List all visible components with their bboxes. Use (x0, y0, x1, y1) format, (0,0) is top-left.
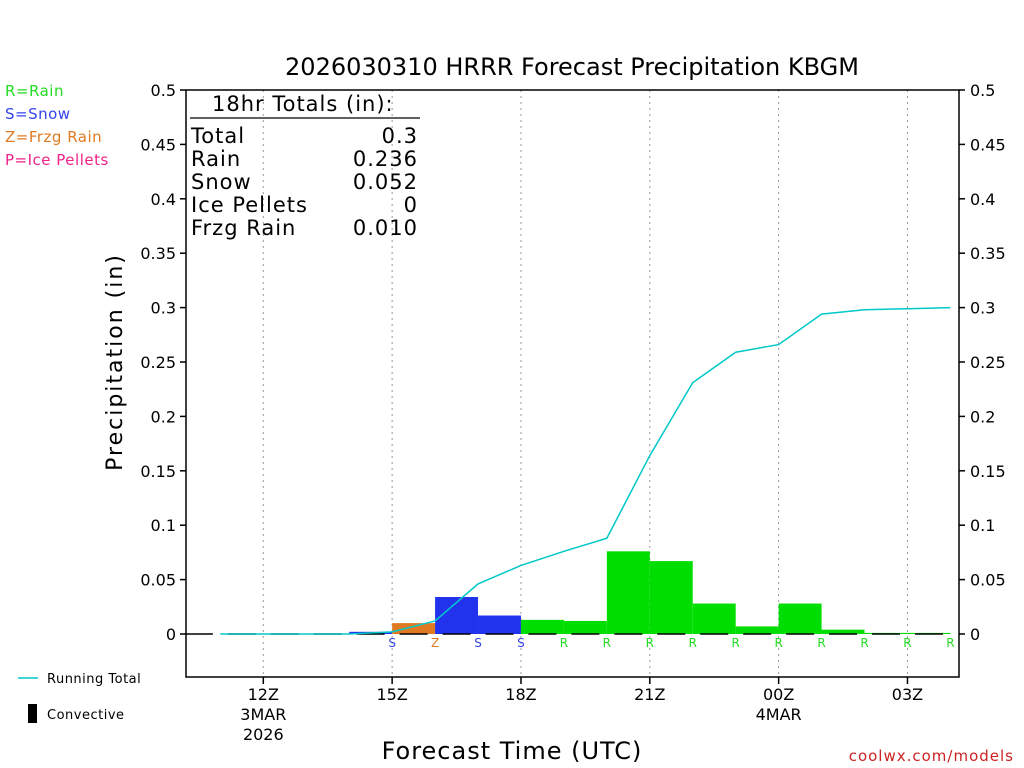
totals-heading: 18hr Totals (in): (212, 92, 394, 116)
y-tick-label: 0.5 (151, 81, 176, 100)
y-tick-label-right: 0.5 (970, 81, 995, 100)
bar (478, 615, 521, 634)
bar (649, 561, 693, 634)
y-tick-label-right: 0.4 (970, 190, 995, 209)
bars (349, 551, 951, 634)
totals-row-label: Ice Pellets (191, 193, 308, 217)
y-tick-label: 0.1 (151, 516, 176, 535)
ptype-label: R (689, 636, 697, 650)
ptype-legend: R=Rain S=Snow Z=Frzg Rain P=Ice Pellets (5, 82, 109, 169)
y-tick-label-right: 0.45 (970, 135, 1006, 154)
ptype-label: R (903, 636, 911, 650)
totals-row-value: 0.010 (353, 216, 418, 240)
gridlines (262, 90, 908, 677)
y-tick-label: 0.4 (151, 190, 176, 209)
bar (520, 619, 564, 634)
ptype-label: Z (431, 636, 439, 650)
x-axis-label: Forecast Time (UTC) (382, 737, 643, 765)
credit-text: coolwx.com/models (849, 747, 1014, 765)
y-tick-label-right: 0.15 (970, 462, 1006, 481)
ptype-label: R (946, 636, 954, 650)
ptype-legend-item: R=Rain (5, 82, 64, 100)
bar (821, 629, 865, 634)
ptype-label: R (560, 636, 568, 650)
totals-row-label: Snow (191, 170, 252, 194)
y-tick-label-right: 0.25 (970, 353, 1006, 372)
y-tick-label-right: 0 (970, 625, 980, 644)
ptype-label: R (646, 636, 654, 650)
plot-frame (185, 89, 960, 678)
ptype-legend-item: P=Ice Pellets (5, 151, 109, 169)
x-tick-label: 00Z (763, 685, 794, 704)
y-tick-label-right: 0.35 (970, 244, 1006, 263)
ptype-label: S (517, 636, 525, 650)
y-tick-label-right: 0.05 (970, 571, 1006, 590)
y-tick-label-right: 0.1 (970, 516, 995, 535)
y-tick-label: 0.3 (151, 299, 176, 318)
bar (778, 603, 822, 634)
totals-row-label: Rain (191, 147, 241, 171)
ptype-label: R (732, 636, 740, 650)
x-tick-label: 21Z (634, 685, 665, 704)
convective-legend-label: Convective (47, 708, 125, 723)
totals-row-value: 0 (404, 193, 418, 217)
totals-rows: Total 0.3 Rain 0.236 Snow 0.052 Ice Pellets 0 Fr… (190, 124, 418, 240)
running-total-legend-label: Running Total (47, 672, 141, 687)
x-tick-label: 15Z (376, 685, 407, 704)
ptype-label: R (603, 636, 611, 650)
chart-title: 2026030310 HRRR Forecast Precipitation K… (285, 53, 859, 81)
bottom-legend: Running Total Convective (18, 672, 141, 723)
totals-row-value: 0.052 (353, 170, 418, 194)
y-tick-label: 0.45 (140, 135, 176, 154)
bar (606, 551, 650, 634)
y-tick-label: 0.05 (140, 571, 176, 590)
ptype-legend-item: S=Snow (5, 105, 71, 123)
ptype-legend-item: Z=Frzg Rain (5, 128, 102, 146)
x-tick-label: 12Z (248, 685, 279, 704)
convective-legend-swatch (28, 704, 37, 723)
ptype-label: R (774, 636, 782, 650)
y-tick-label-right: 0.3 (970, 299, 995, 318)
ptype-label: S (388, 636, 396, 650)
totals-row-label: Frzg Rain (191, 216, 296, 240)
ptype-label: R (817, 636, 825, 650)
ptype-label: R (860, 636, 868, 650)
totals-row-value: 0.236 (353, 147, 418, 171)
x-tick-date: 3MAR (240, 705, 286, 724)
y-tick-label: 0.35 (140, 244, 176, 263)
x-tick-label: 18Z (505, 685, 536, 704)
y-tick-label: 0.2 (151, 407, 176, 426)
bar (563, 620, 607, 634)
ptype-label: S (474, 636, 482, 650)
y-tick-label: 0.25 (140, 353, 176, 372)
y-axis-label: Precipitation (in) (103, 253, 128, 471)
y-tick-label-right: 0.2 (970, 407, 995, 426)
totals-box: 18hr Totals (in): Total 0.3 Rain 0.236 Snow 0… (190, 92, 420, 240)
totals-row-label: Total (190, 124, 245, 148)
x-tick-year: 2026 (243, 725, 284, 744)
y-axis: 0 0 0.05 0.05 0.1 0.1 0.15 0.15 0.2 0.2 0.25 0.25 0.… (140, 81, 1005, 644)
y-tick-label: 0 (166, 625, 176, 644)
bar (735, 626, 779, 634)
bar (692, 603, 736, 634)
x-tick-label: 03Z (892, 685, 923, 704)
x-tick-date: 4MAR (756, 705, 802, 724)
totals-row-value: 0.3 (382, 124, 418, 148)
y-tick-label: 0.15 (140, 462, 176, 481)
running-total-line (220, 306, 951, 635)
bar (392, 623, 436, 634)
